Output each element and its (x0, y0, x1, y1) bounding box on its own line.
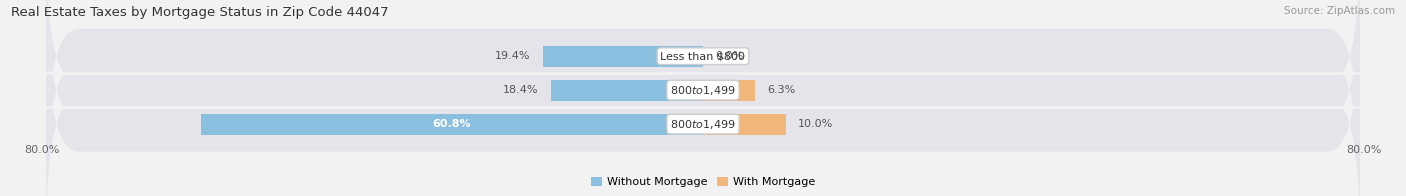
FancyBboxPatch shape (46, 0, 1360, 165)
Bar (201, 114, 703, 135)
Text: Less than $800: Less than $800 (661, 51, 745, 61)
FancyBboxPatch shape (46, 16, 1360, 196)
Text: 60.8%: 60.8% (433, 119, 471, 129)
Text: 19.4%: 19.4% (495, 51, 530, 61)
Text: 0.0%: 0.0% (716, 51, 744, 61)
Text: $800 to $1,499: $800 to $1,499 (671, 84, 735, 97)
Text: Source: ZipAtlas.com: Source: ZipAtlas.com (1284, 6, 1395, 16)
Text: 18.4%: 18.4% (503, 85, 538, 95)
Legend: Without Mortgage, With Mortgage: Without Mortgage, With Mortgage (586, 172, 820, 192)
Bar (703, 80, 755, 101)
Text: $800 to $1,499: $800 to $1,499 (671, 118, 735, 131)
Text: Real Estate Taxes by Mortgage Status in Zip Code 44047: Real Estate Taxes by Mortgage Status in … (11, 6, 389, 19)
FancyBboxPatch shape (46, 0, 1360, 196)
Bar (703, 114, 786, 135)
Text: 10.0%: 10.0% (799, 119, 834, 129)
Text: 6.3%: 6.3% (768, 85, 796, 95)
Bar (543, 46, 703, 67)
Bar (551, 80, 703, 101)
